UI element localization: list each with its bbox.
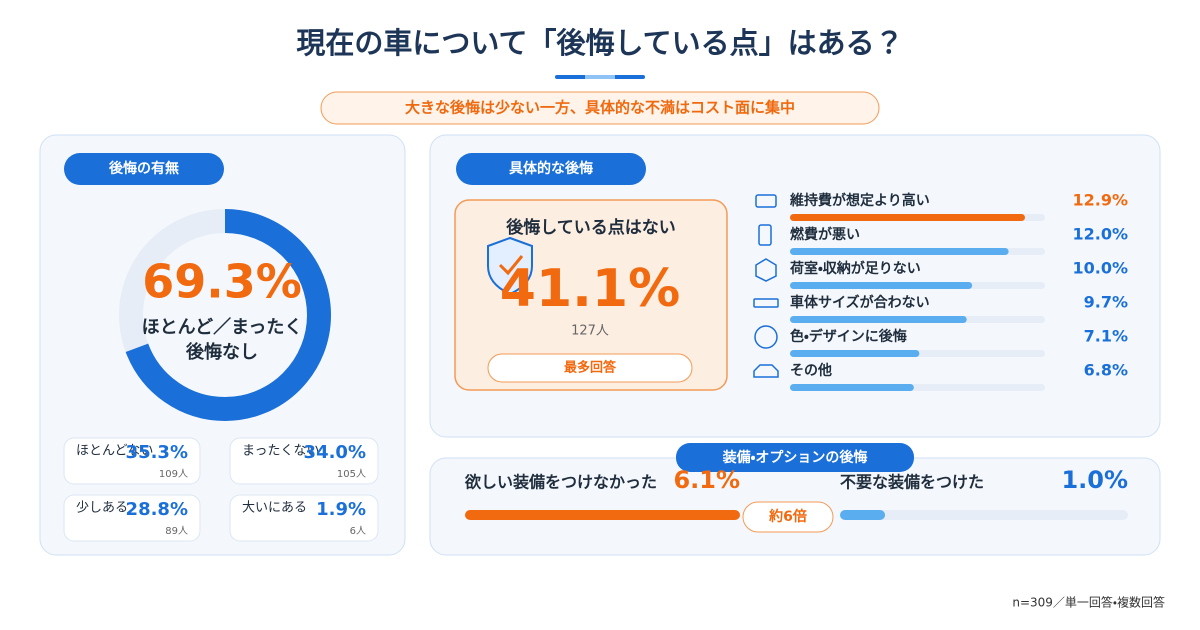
bar (790, 350, 920, 357)
bar-track (840, 510, 1128, 520)
presence-name: 大いにある (242, 501, 307, 516)
item-name: 色・デザインに後悔 (790, 328, 907, 345)
heading-pill (456, 153, 646, 185)
donut-arc (119, 209, 331, 421)
icon (753, 364, 779, 378)
presence-value: 35.3% (126, 442, 188, 463)
bar (465, 510, 740, 520)
donut-value: 69.3% (142, 255, 302, 309)
highlight-title: 後悔している点はない (505, 217, 676, 238)
item-name: 燃費が悪い (790, 226, 860, 243)
presence-count: 105人 (337, 469, 366, 480)
item-value: 12.0% (1072, 225, 1128, 244)
presence-count: 6人 (350, 526, 366, 537)
ratio-pill (742, 501, 834, 533)
check-icon (498, 255, 524, 276)
icon (754, 325, 778, 349)
bar (790, 384, 914, 391)
bar (790, 282, 973, 289)
presence-name: まったくない (242, 444, 319, 459)
presence-count: 89人 (165, 526, 188, 537)
title-underline-accent (585, 75, 615, 79)
bar (840, 510, 886, 520)
heading: 装備・オプションの後悔 (722, 449, 868, 466)
presence-card (63, 437, 201, 485)
donut-caption: ほとんど／まったく (142, 317, 303, 338)
presence-card (63, 494, 201, 542)
title: 現在の車について「後悔している点」はある？ (296, 26, 903, 60)
donut-caption: 後悔なし (185, 341, 258, 363)
presence-card (229, 437, 379, 485)
badge (487, 353, 693, 383)
presence-name: ほとんどない (76, 444, 153, 459)
presence-count: 109人 (159, 469, 188, 480)
subtitle: 大きな後悔は少ない一方、具体的な不満はコスト面に集中 (405, 99, 795, 117)
ratio: 約6倍 (768, 508, 807, 525)
item-name: その他 (790, 362, 832, 379)
heading-pill (676, 443, 914, 472)
equip-name: 不要な装備をつけた (840, 473, 984, 492)
heading: 具体的な後悔 (509, 160, 593, 177)
icon (758, 224, 772, 246)
item-name: 維持費が想定より高い (789, 192, 930, 209)
item-value: 7.1% (1084, 327, 1128, 346)
footnote: n=309／単一回答・複数回答 (1012, 595, 1165, 610)
item-value: 12.9% (1072, 191, 1128, 210)
equip-name: 欲しい装備をつけなかった (464, 473, 657, 492)
presence-card (229, 494, 379, 542)
item-value: 9.7% (1084, 293, 1128, 312)
heading-pill (64, 153, 224, 185)
subtitle-pill (320, 91, 880, 125)
bar (790, 248, 1009, 255)
shield-icon (487, 236, 533, 296)
badge-text: 最多回答 (564, 360, 617, 376)
item-value: 6.8% (1084, 361, 1128, 380)
presence-value: 34.0% (304, 442, 366, 463)
icon (755, 194, 777, 208)
bar (790, 316, 967, 323)
bar (790, 214, 1025, 221)
presence-value: 28.8% (126, 499, 188, 520)
highlight-value: 41.1% (500, 259, 680, 319)
icon (753, 298, 779, 308)
icon (755, 258, 777, 282)
item-name: 荷室・収納が足りない (789, 260, 921, 277)
highlight-count: 127人 (571, 324, 609, 339)
equip-value: 1.0% (1061, 466, 1128, 494)
item-name: 車体サイズが合わない (790, 294, 930, 311)
item-value: 10.0% (1072, 259, 1128, 278)
equip-value: 6.1% (673, 466, 740, 494)
presence-value: 1.9% (316, 499, 366, 520)
presence-name: 少しある (76, 501, 128, 516)
heading: 後悔の有無 (108, 160, 179, 177)
